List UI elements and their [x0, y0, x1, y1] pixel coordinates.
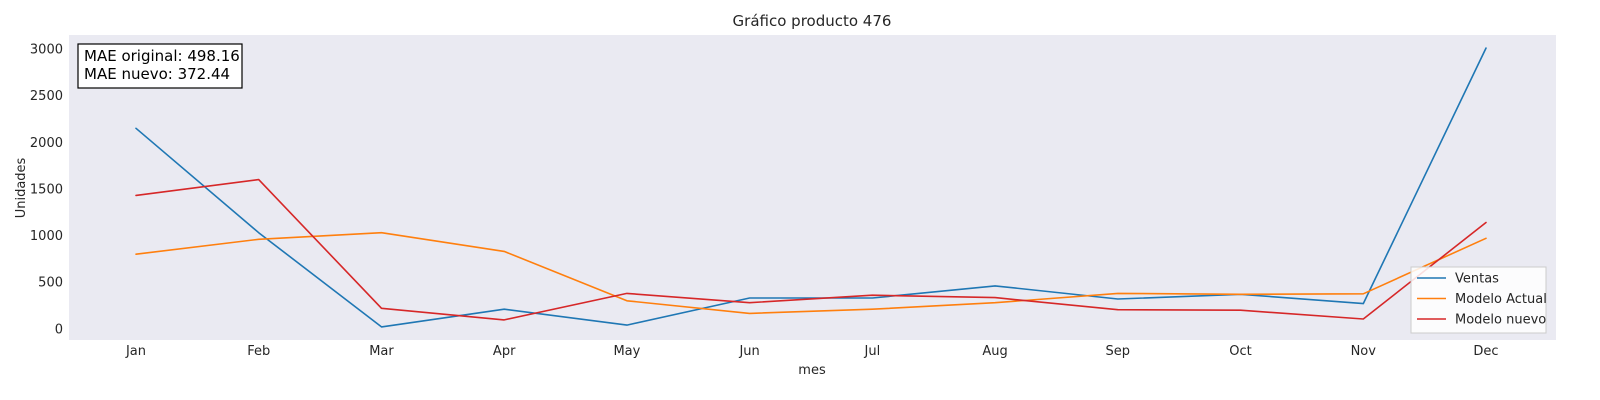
y-tick-label-0: 0 — [55, 322, 63, 337]
x-tick-label-feb: Feb — [247, 344, 270, 359]
annotation-mae-new: MAE nuevo: 372.44 — [84, 65, 230, 83]
x-tick-label-jul: Jul — [864, 344, 881, 359]
series-lines — [135, 47, 1487, 328]
legend-box — [1410, 266, 1547, 334]
y-axis-label: Unidades — [14, 157, 29, 218]
metrics-annotation: MAE original: 498.16 MAE nuevo: 372.44 — [77, 43, 243, 89]
legend-label-modelo-nuevo: Modelo nuevo — [1455, 313, 1546, 328]
x-tick-label-apr: Apr — [493, 344, 516, 359]
series-line-modelo-actual — [135, 231, 1487, 315]
x-tick-label-jan: Jan — [125, 344, 146, 359]
x-tick-label-aug: Aug — [982, 344, 1007, 359]
y-tick-label-6: 3000 — [30, 42, 63, 57]
x-tick-label-may: May — [613, 344, 640, 359]
x-tick-label-nov: Nov — [1351, 344, 1377, 359]
annotation-mae-original: MAE original: 498.16 — [84, 47, 240, 65]
annotation-box — [77, 43, 243, 89]
x-tick-label-dec: Dec — [1473, 344, 1498, 359]
legend-label-ventas: Ventas — [1455, 272, 1499, 287]
x-axis-ticks: Jan Feb Mar Apr May Jun Jul Aug Sep Oct Nov Dec — [125, 344, 1499, 359]
legend: Ventas Modelo Actual Modelo nuevo — [1410, 266, 1547, 334]
legend-label-modelo-actual: Modelo Actual — [1455, 292, 1547, 307]
x-tick-label-jun: Jun — [738, 344, 759, 359]
chart-title: Gráfico producto 476 — [733, 12, 892, 30]
y-tick-label-1: 500 — [38, 276, 63, 291]
plot-area — [69, 35, 1556, 340]
y-tick-label-4: 2000 — [30, 136, 63, 151]
y-tick-label-5: 2500 — [30, 89, 63, 104]
x-tick-label-mar: Mar — [369, 344, 394, 359]
y-tick-label-2: 1000 — [30, 229, 63, 244]
y-axis-ticks: 0 500 1000 1500 2000 2500 3000 — [30, 42, 63, 337]
y-tick-label-3: 1500 — [30, 182, 63, 197]
x-axis-label: mes — [798, 363, 826, 378]
series-line-modelo-nuevo — [135, 178, 1487, 321]
x-tick-label-sep: Sep — [1106, 344, 1131, 359]
series-line-ventas — [135, 47, 1487, 328]
x-tick-label-oct: Oct — [1229, 344, 1251, 359]
